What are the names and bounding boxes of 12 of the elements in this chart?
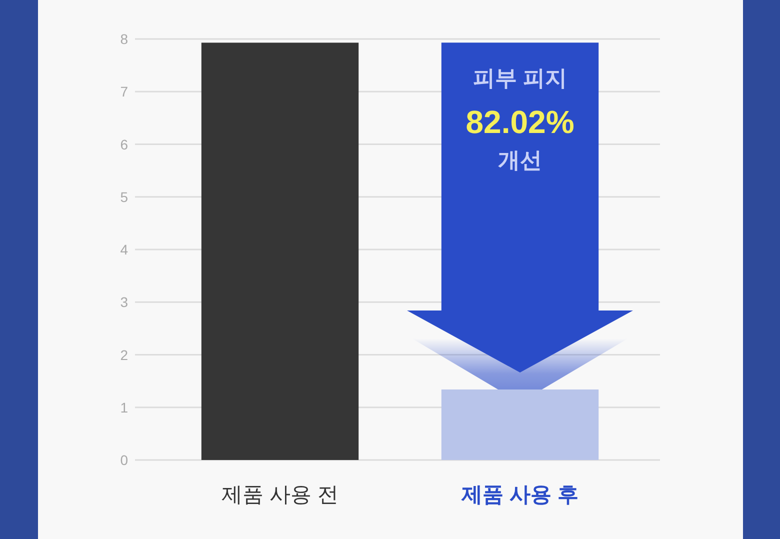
y-tick-label: 0 [120, 452, 128, 468]
y-tick-label: 1 [120, 399, 128, 416]
y-tick-label: 4 [120, 242, 128, 258]
y-tick-label: 5 [120, 188, 128, 205]
annotation: 피부 피지 82.02% 개선 [466, 66, 574, 172]
x-tick-label: 제품 사용 전 [222, 484, 338, 506]
y-tick-label: 2 [120, 346, 128, 363]
y-tick-label: 8 [120, 31, 128, 47]
y-tick-label: 3 [120, 294, 128, 310]
y-tick-label: 7 [120, 84, 128, 100]
x-tick-label: 제품 사용 후 [460, 484, 578, 506]
y-tick-label: 6 [120, 136, 128, 152]
